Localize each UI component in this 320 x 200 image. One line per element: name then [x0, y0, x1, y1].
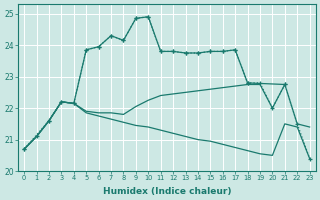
X-axis label: Humidex (Indice chaleur): Humidex (Indice chaleur) — [103, 187, 231, 196]
